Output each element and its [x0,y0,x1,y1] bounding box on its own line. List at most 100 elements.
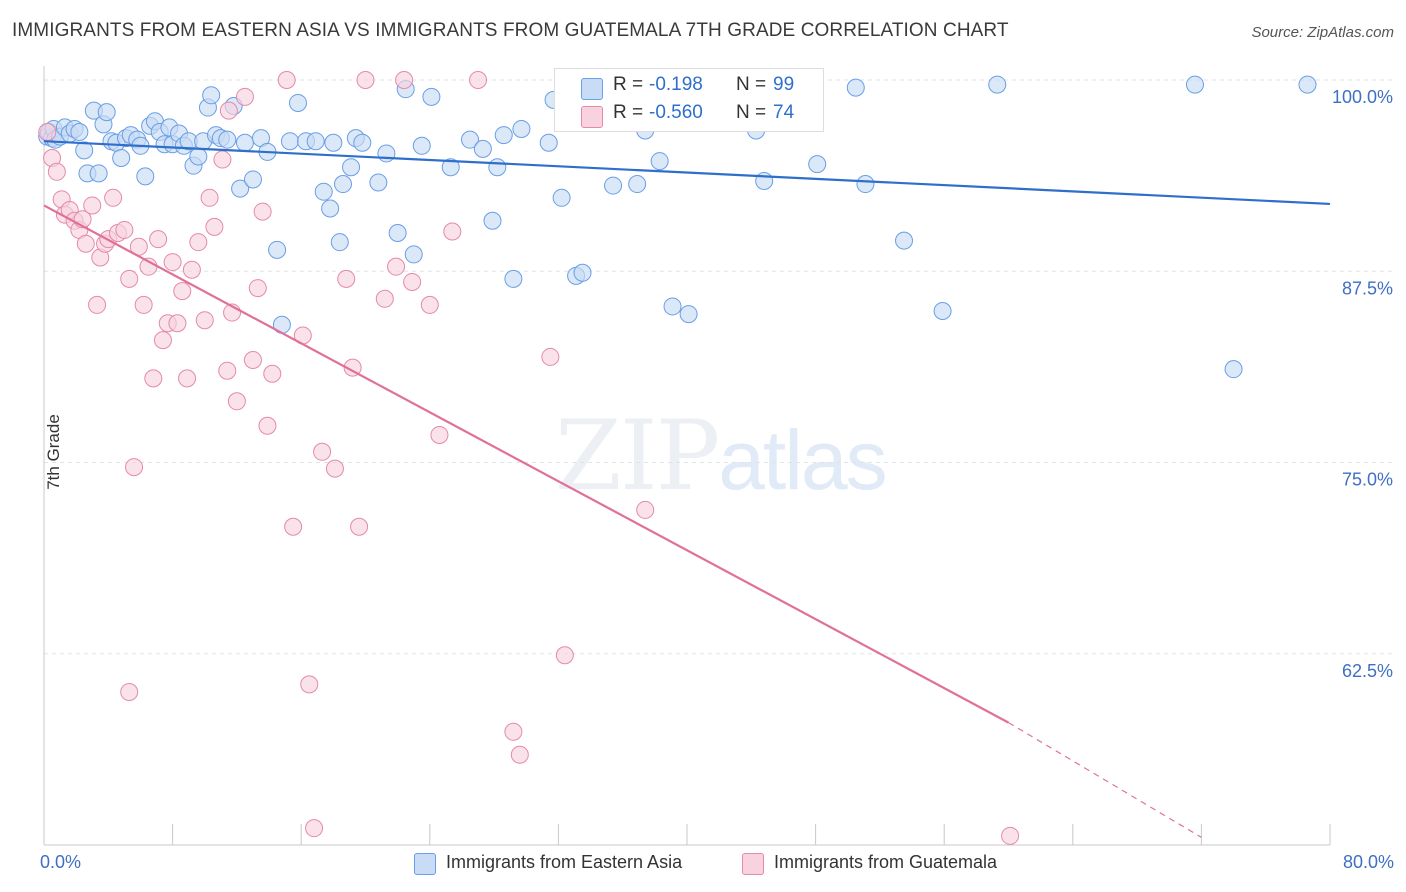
legend-n-value: 74 [773,102,795,123]
guatemala-point [300,675,319,694]
guatemala-point [235,87,254,106]
stats-legend-row-2: R = -0.560 N = 74 [555,102,823,130]
legend-n-value: 99 [773,74,795,95]
guatemala-point [305,819,324,838]
x-tick-max: 80.0% [1342,852,1394,872]
guatemala-point [115,220,134,239]
eastern-asia-point [604,176,623,195]
eastern-asia-point [353,133,372,152]
guatemala-point [443,222,462,241]
guatemala-point [47,162,66,181]
eastern-asia-point [288,93,307,112]
guatemala-point [178,369,197,388]
legend-swatch-pink [581,106,603,128]
guatemala-point [258,416,277,435]
eastern-asia-point [369,173,388,192]
eastern-asia-point [473,139,492,158]
watermark-atlas: atlas [718,413,887,507]
guatemala-point [325,459,344,478]
series-legend: Immigrants from Eastern Asia Immigrants … [0,852,1406,878]
eastern-asia-point [1185,75,1204,94]
guatemala-point [83,196,102,215]
y-tick-label: 62.5% [1342,661,1393,681]
guatemala-point [555,646,574,665]
y-axis-label: 7th Grade [43,414,63,490]
guatemala-point [219,101,238,120]
eastern-asia-point [97,103,116,122]
eastern-asia-point [679,305,698,324]
guatemala-point [356,71,375,89]
eastern-asia-point [306,132,325,151]
eastern-asia-point [933,302,952,321]
guatemala-point [277,71,296,89]
chart-title: IMMIGRANTS FROM EASTERN ASIA VS IMMIGRAN… [12,20,1009,41]
eastern-asia-point [895,231,914,250]
eastern-asia-point [494,126,513,145]
eastern-asia-point [324,133,343,152]
stats-legend: R = -0.198 N = 99 R = -0.560 N = 74 [554,68,824,132]
eastern-asia-point [321,199,340,218]
eastern-asia-point [231,179,250,198]
eastern-asia-point [1224,360,1243,379]
eastern-asia-point [112,149,131,168]
eastern-asia-point [333,175,352,194]
eastern-asia-point [573,263,592,282]
eastern-asia-point [89,164,108,183]
guatemala-point [313,442,332,461]
guatemala-point [149,230,168,249]
x-tick-min: 0.0% [40,852,82,872]
guatemala-point [375,289,394,308]
eastern-asia-point [663,297,682,316]
eastern-asia-point [70,123,89,142]
eastern-asia-point [504,269,523,288]
guatemala-point [395,71,414,89]
guatemala-point [1001,826,1020,845]
eastern-asia-point [189,147,208,166]
eastern-asia-point [1298,75,1317,94]
guatemala-point [120,683,139,701]
guatemala-point [195,311,214,330]
guatemala-point [243,350,262,369]
eastern-asia-point [552,188,571,207]
legend-n-label: N = [736,102,767,123]
eastern-asia-point [243,170,262,189]
guatemala-point [125,458,144,477]
eastern-asia-point [75,141,94,160]
legend-n-label: N = [736,74,767,95]
guatemala-point [200,188,219,207]
eastern-asia-point [412,136,431,155]
guatemala-point [227,392,246,411]
eastern-asia-point [808,155,827,174]
guatemala-point [430,425,449,444]
guatemala-trendline [43,204,1010,724]
eastern-asia-point [388,224,407,242]
guatemala-point [420,295,439,314]
eastern-asia-point [422,87,441,106]
guatemala-point [218,361,237,380]
guatemala-point [205,217,224,236]
y-tick-label: 100.0% [1332,87,1393,107]
guatemala-point [189,233,208,252]
guatemala-point [120,269,139,288]
stats-legend-row-1: R = -0.198 N = 99 [555,74,823,102]
legend-swatch-blue [581,78,603,100]
eastern-asia-point [460,130,479,149]
legend-swatch-pink [742,853,764,875]
eastern-asia-point [856,175,875,194]
legend-label-guatemala: Immigrants from Guatemala [774,852,998,872]
guatemala-point [88,295,107,314]
guatemala-point [163,253,182,272]
eastern-asia-point [280,132,299,151]
eastern-asia-point [202,86,221,105]
guatemala-point [263,364,282,383]
eastern-asia-trendline [43,140,1331,206]
guatemala-point [253,202,272,221]
eastern-asia-point [330,233,349,252]
eastern-asia-point [136,167,155,186]
guatemala-point [153,331,172,350]
guatemala-point [213,150,232,169]
guatemala-point [38,123,57,142]
legend-r-value: -0.198 [649,74,703,95]
legend-r-value: -0.560 [649,102,703,123]
guatemala-point [510,745,529,764]
